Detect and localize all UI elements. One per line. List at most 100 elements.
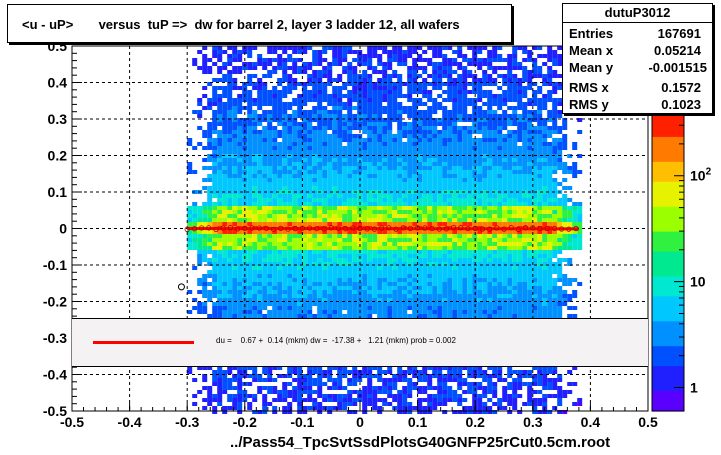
heat-cell (372, 110, 378, 114)
heat-cell (412, 58, 418, 62)
heat-cell (432, 170, 438, 174)
heat-cell (247, 310, 253, 314)
heat-cell (227, 138, 233, 142)
heat-cell (317, 122, 323, 126)
heat-cell (292, 102, 298, 106)
heat-cell (302, 262, 308, 266)
heat-cell (257, 390, 263, 394)
heat-cell (372, 238, 378, 242)
heat-cell (442, 218, 448, 222)
heat-cell (297, 146, 303, 150)
heat-cell (422, 158, 428, 162)
heat-cell (282, 182, 288, 186)
heat-cell (332, 62, 338, 66)
heat-cell (302, 374, 308, 378)
heat-cell (332, 162, 338, 166)
heat-cell (377, 186, 383, 190)
heat-cell (392, 174, 398, 178)
heat-cell (387, 282, 393, 286)
heat-cell (272, 118, 278, 122)
heat-cell (447, 74, 453, 78)
heat-cell (452, 214, 458, 218)
heat-cell (507, 54, 513, 58)
heat-cell (352, 118, 358, 122)
heat-cell (227, 126, 233, 130)
heat-cell (322, 278, 328, 282)
heat-cell (387, 382, 393, 386)
heat-cell (422, 374, 428, 378)
heat-cell (287, 134, 293, 138)
heat-cell (302, 62, 308, 66)
heat-cell (342, 162, 348, 166)
heat-cell (302, 122, 308, 126)
heat-cell (432, 258, 438, 262)
heat-cell (427, 258, 433, 262)
heat-cell (342, 306, 348, 310)
heat-cell (452, 70, 458, 74)
heat-cell (392, 266, 398, 270)
heat-cell (322, 90, 328, 94)
heat-cell (212, 382, 218, 386)
heat-cell (352, 186, 358, 190)
heat-cell (397, 126, 403, 130)
heat-cell (297, 410, 303, 414)
heat-cell (267, 298, 273, 302)
heat-cell (342, 262, 348, 266)
heat-cell (262, 62, 268, 66)
heat-cell (457, 66, 463, 70)
heat-cell (282, 214, 288, 218)
heat-cell (317, 90, 323, 94)
heat-cell (367, 230, 373, 234)
heat-cell (267, 74, 273, 78)
heat-cell (272, 86, 278, 90)
heat-cell (427, 382, 433, 386)
heat-cell (432, 394, 438, 398)
heat-cell (442, 242, 448, 246)
heat-cell (267, 238, 273, 242)
heat-cell (377, 166, 383, 170)
heat-cell (257, 158, 263, 162)
heat-cell (387, 82, 393, 86)
heat-cell (207, 274, 213, 278)
heat-cell (452, 310, 458, 314)
heat-cell (487, 398, 493, 402)
heat-cell (392, 150, 398, 154)
heat-cell (497, 146, 503, 150)
heat-cell (362, 410, 368, 414)
heat-cell (457, 62, 463, 66)
heat-cell (427, 178, 433, 182)
heat-cell (272, 230, 278, 234)
heat-cell (287, 214, 293, 218)
heat-cell (382, 110, 388, 114)
heat-cell (392, 106, 398, 110)
heat-cell (292, 70, 298, 74)
heat-cell (342, 234, 348, 238)
heat-cell (497, 206, 503, 210)
heat-cell (267, 102, 273, 106)
heat-cell (227, 186, 233, 190)
heat-cell (262, 394, 268, 398)
heat-cell (362, 94, 368, 98)
heat-cell (297, 250, 303, 254)
heat-cell (392, 182, 398, 186)
heat-cell (237, 410, 243, 414)
heat-cell (327, 298, 333, 302)
heat-cell (422, 130, 428, 134)
heat-cell (187, 310, 193, 314)
heat-cell (442, 382, 448, 386)
heat-cell (427, 94, 433, 98)
heat-cell (247, 46, 253, 50)
heat-cell (257, 146, 263, 150)
heat-cell (232, 122, 238, 126)
heat-cell (232, 250, 238, 254)
heat-cell (402, 394, 408, 398)
heat-cell (407, 122, 413, 126)
heat-cell (442, 98, 448, 102)
heat-cell (277, 310, 283, 314)
heat-cell (237, 98, 243, 102)
heat-cell (497, 278, 503, 282)
heat-cell (367, 186, 373, 190)
heat-cell (397, 222, 403, 226)
heat-cell (272, 126, 278, 130)
heat-cell (247, 150, 253, 154)
